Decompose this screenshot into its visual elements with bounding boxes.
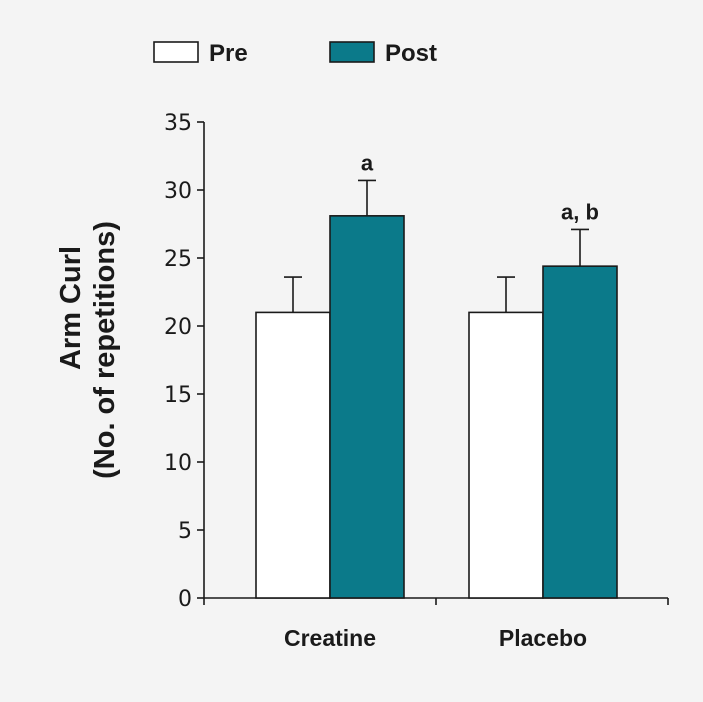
annotation-creatine: a [361, 150, 374, 175]
y-tick-label: 30 [164, 179, 192, 204]
bar-creatine-pre [255, 311, 331, 599]
legend-label-pre: Pre [209, 40, 248, 67]
x-tick-label-creatine: Creatine [284, 625, 376, 651]
bar-placebo-post [542, 265, 618, 599]
y-axis-title: Arm Curl (No. of repetitions) [55, 221, 121, 479]
annotations: a a, b [361, 150, 599, 224]
error-bars [284, 179, 589, 313]
annotation-placebo: a, b [561, 199, 599, 224]
y-tick-label: 20 [164, 315, 192, 340]
y-tick-label: 5 [178, 519, 192, 544]
x-tick-label-placebo: Placebo [499, 625, 587, 651]
bar-placebo-pre [468, 311, 544, 599]
bars [255, 215, 618, 599]
y-tick-label: 25 [164, 247, 192, 272]
y-tick-label: 15 [164, 383, 192, 408]
legend-swatch-pre [153, 41, 199, 63]
y-axis-title-line1: Arm Curl [55, 246, 87, 370]
axes: 0 5 10 15 20 25 30 35 Creatine Placebo [164, 111, 669, 651]
legend-label-post: Post [385, 40, 437, 67]
y-tick-label: 35 [164, 111, 192, 136]
y-tick-label: 10 [164, 451, 192, 476]
bar-creatine-post [329, 215, 405, 599]
y-tick-label: 0 [178, 587, 192, 612]
y-axis-title-line2: (No. of repetitions) [89, 221, 121, 479]
legend: Pre Post [153, 40, 437, 67]
legend-swatch-post [329, 41, 375, 63]
